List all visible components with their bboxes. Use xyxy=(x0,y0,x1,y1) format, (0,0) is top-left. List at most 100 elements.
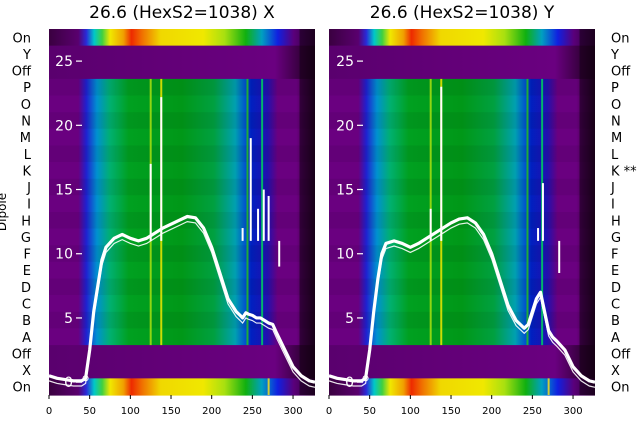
overlay-series-line-secondary xyxy=(328,222,596,388)
x-tick-label: 300 xyxy=(283,406,302,417)
overlay-y-tick-label: 0 xyxy=(345,375,354,391)
row-label: K xyxy=(22,164,31,179)
heatmap-row xyxy=(49,128,315,147)
overlay-y-tick-label: 25 xyxy=(55,54,73,70)
heatmap-row xyxy=(329,78,595,97)
row-label: J xyxy=(610,181,615,196)
x-tick-label: 150 xyxy=(441,406,460,417)
heatmap-row xyxy=(329,178,595,196)
x-tick-label: 250 xyxy=(243,406,262,417)
row-label: K ** xyxy=(611,164,637,179)
overlay-y-tick-label: 20 xyxy=(55,118,73,134)
heatmap-row xyxy=(49,278,315,296)
heatmap-row-shade xyxy=(329,145,595,163)
row-label: L xyxy=(611,148,619,163)
row-label: G xyxy=(21,231,31,246)
overlay-series-line-secondary xyxy=(48,221,316,388)
row-label: O xyxy=(611,98,621,113)
row-label: A xyxy=(611,331,620,346)
heatmap-row xyxy=(49,95,315,113)
row-label: P xyxy=(611,81,619,96)
heatmap-row xyxy=(49,62,315,80)
heatmap-row xyxy=(49,178,315,196)
heatmap-row xyxy=(49,162,315,180)
row-label: D xyxy=(611,281,621,296)
row-label: Off xyxy=(611,347,631,362)
heatmap-row xyxy=(329,328,595,346)
heatmap-row xyxy=(49,295,315,313)
row-label: F xyxy=(24,248,31,263)
row-label: M xyxy=(20,131,31,146)
heatmap-row xyxy=(329,112,595,130)
row-label: X xyxy=(22,364,31,379)
heatmap-row xyxy=(49,228,315,246)
row-label: H xyxy=(611,214,621,229)
heatmap-row xyxy=(329,261,595,280)
heatmap-row xyxy=(49,145,315,163)
heatmap-edge xyxy=(579,29,595,395)
row-label: F xyxy=(611,248,618,263)
heatmap-row xyxy=(329,62,595,80)
heatmap-row xyxy=(329,45,595,63)
y-axis-label: Dipole xyxy=(0,193,9,231)
heatmap-row-shade xyxy=(49,245,315,262)
heatmap-row xyxy=(49,245,315,263)
heatmap-row xyxy=(329,162,595,180)
heatmap-row-shade xyxy=(329,212,595,229)
row-label: On xyxy=(611,31,629,46)
x-tick-label: 50 xyxy=(363,406,376,417)
heatmap-row xyxy=(329,378,595,396)
heatmap-row-shade xyxy=(329,78,595,96)
heatmap-streak xyxy=(267,378,270,395)
x-tick-label: 200 xyxy=(482,406,501,417)
row-label: I xyxy=(27,198,31,213)
heatmap-row-shade xyxy=(49,311,315,329)
x-tick-label: 150 xyxy=(161,406,180,417)
heatmap-row xyxy=(49,29,315,47)
heatmap-row-shade xyxy=(329,245,595,262)
heatmap-row xyxy=(329,195,595,213)
heatmap-edge xyxy=(299,29,315,395)
row-label: On xyxy=(13,381,31,396)
heatmap-row xyxy=(329,212,595,230)
x-tick-label: 0 xyxy=(46,406,52,417)
row-label: Y xyxy=(610,48,619,63)
heatmap-row xyxy=(329,245,595,263)
heatmap-row xyxy=(49,195,315,213)
row-label: L xyxy=(24,148,32,163)
row-label: Off xyxy=(611,65,631,80)
heatmap-row xyxy=(329,278,595,296)
heatmap-row xyxy=(49,45,315,63)
heatmap-row xyxy=(49,112,315,130)
row-label: I xyxy=(611,198,615,213)
heatmap-row-shade xyxy=(329,178,595,196)
row-label: On xyxy=(13,31,31,46)
row-label: M xyxy=(611,131,622,146)
heatmap-row-shade xyxy=(329,112,595,129)
x-tick-label: 250 xyxy=(523,406,542,417)
heatmap-row xyxy=(49,345,315,363)
row-label: G xyxy=(611,231,621,246)
x-tick-label: 50 xyxy=(83,406,96,417)
heatmap-row xyxy=(49,361,315,379)
overlay-marker xyxy=(82,375,89,382)
heatmap-row xyxy=(49,328,315,346)
heatmap-streak xyxy=(547,378,550,395)
heatmap-row xyxy=(49,311,315,330)
row-label: E xyxy=(611,264,619,279)
row-label: X xyxy=(611,364,620,379)
row-label: J xyxy=(26,181,31,196)
row-label: P xyxy=(23,81,31,96)
row-label: C xyxy=(611,298,620,313)
overlay-y-tick-label: 10 xyxy=(55,247,73,263)
row-label: Off xyxy=(12,347,32,362)
row-label: C xyxy=(22,298,31,313)
x-tick-label: 300 xyxy=(563,406,582,417)
heatmap-row xyxy=(49,261,315,280)
x-tick-label: 0 xyxy=(326,406,332,417)
row-label: E xyxy=(23,264,31,279)
row-label: H xyxy=(21,214,31,229)
